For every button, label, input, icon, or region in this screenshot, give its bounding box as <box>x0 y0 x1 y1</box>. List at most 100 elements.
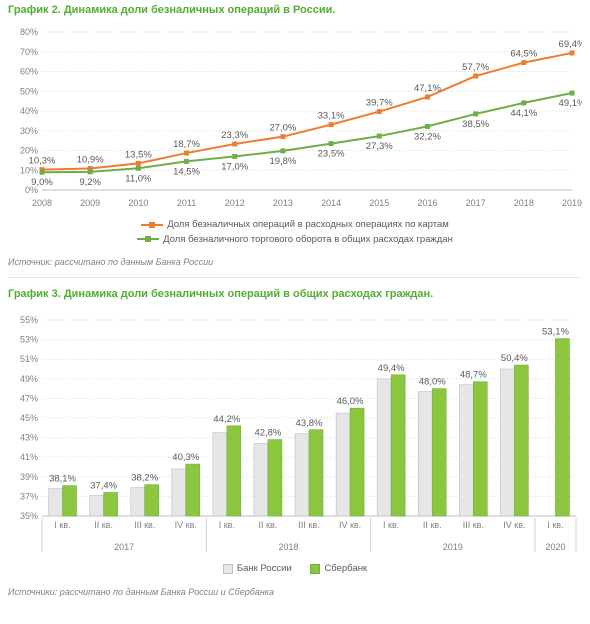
svg-text:11,0%: 11,0% <box>125 173 152 184</box>
svg-text:49,4%: 49,4% <box>378 363 405 374</box>
svg-text:IV кв.: IV кв. <box>175 520 197 530</box>
svg-text:50%: 50% <box>20 86 38 96</box>
svg-text:I кв.: I кв. <box>383 520 399 530</box>
svg-text:60%: 60% <box>20 67 38 77</box>
chart2-legend: Доля безналичных операций в расходных оп… <box>8 212 582 253</box>
svg-text:I кв.: I кв. <box>219 520 235 530</box>
svg-text:80%: 80% <box>20 27 38 37</box>
svg-text:37%: 37% <box>20 491 38 501</box>
chart3-source: Источники: рассчитано по данным Банка Ро… <box>8 587 582 597</box>
svg-text:41%: 41% <box>20 452 38 462</box>
svg-text:44,2%: 44,2% <box>213 414 240 425</box>
svg-text:9,0%: 9,0% <box>31 177 53 188</box>
svg-text:44,1%: 44,1% <box>510 108 537 119</box>
svg-text:37,4%: 37,4% <box>90 480 117 491</box>
svg-text:69,4%: 69,4% <box>559 39 582 50</box>
svg-text:I кв.: I кв. <box>547 520 563 530</box>
svg-text:43,8%: 43,8% <box>296 418 323 429</box>
svg-text:27,0%: 27,0% <box>269 123 296 134</box>
svg-text:53,1%: 53,1% <box>542 327 569 338</box>
svg-text:48,7%: 48,7% <box>460 370 487 381</box>
svg-text:39,7%: 39,7% <box>366 98 393 109</box>
svg-text:2014: 2014 <box>321 198 341 208</box>
svg-text:2018: 2018 <box>514 198 534 208</box>
svg-text:2015: 2015 <box>369 198 389 208</box>
svg-text:47%: 47% <box>20 393 38 403</box>
svg-text:2017: 2017 <box>466 198 486 208</box>
svg-text:38,2%: 38,2% <box>131 473 158 484</box>
svg-text:23,5%: 23,5% <box>318 149 345 160</box>
svg-text:II кв.: II кв. <box>259 520 278 530</box>
svg-text:53%: 53% <box>20 335 38 345</box>
legend-box-sberbank <box>310 564 320 574</box>
svg-text:2018: 2018 <box>278 542 298 552</box>
svg-text:IV кв.: IV кв. <box>503 520 525 530</box>
svg-text:19,8%: 19,8% <box>269 156 296 167</box>
svg-text:40,3%: 40,3% <box>172 452 199 463</box>
svg-text:III кв.: III кв. <box>463 520 484 530</box>
svg-text:III кв.: III кв. <box>134 520 155 530</box>
chart3-title: График 3. Динамика доли безналичных опер… <box>8 288 582 300</box>
svg-text:35%: 35% <box>20 511 38 521</box>
legend-marker-series2 <box>137 234 159 244</box>
svg-text:70%: 70% <box>20 47 38 57</box>
svg-text:14,5%: 14,5% <box>173 166 200 177</box>
legend-marker-series1 <box>141 220 163 230</box>
svg-text:55%: 55% <box>20 315 38 325</box>
svg-text:48,0%: 48,0% <box>419 377 446 388</box>
chart2-area: 0%10%20%30%40%50%60%70%80%20082009201020… <box>8 22 582 212</box>
legend-label-sberbank: Сбербанк <box>324 563 367 574</box>
chart3-legend: Банк России Сбербанк <box>8 556 582 583</box>
svg-text:2020: 2020 <box>545 542 565 552</box>
svg-text:39%: 39% <box>20 472 38 482</box>
chart3-area: 35% 37% 39% 41% 43% 45% 47% 49% 51% 53% 55% 38,1% I … <box>8 306 582 556</box>
svg-text:10%: 10% <box>20 165 38 175</box>
svg-text:9,2%: 9,2% <box>79 177 101 188</box>
svg-text:2009: 2009 <box>80 198 100 208</box>
svg-text:IV кв.: IV кв. <box>339 520 361 530</box>
svg-text:20%: 20% <box>20 146 38 156</box>
svg-text:57,7%: 57,7% <box>462 62 489 73</box>
svg-text:47,1%: 47,1% <box>414 83 441 94</box>
svg-text:II кв.: II кв. <box>423 520 442 530</box>
svg-text:42,8%: 42,8% <box>254 428 281 439</box>
legend-label-series2: Доля безналичного торгового оборота в об… <box>163 234 453 245</box>
svg-text:II кв.: II кв. <box>94 520 113 530</box>
legend-label-series1: Доля безналичных операций в расходных оп… <box>167 219 449 230</box>
svg-text:2012: 2012 <box>225 198 245 208</box>
svg-text:51%: 51% <box>20 354 38 364</box>
svg-text:50,4%: 50,4% <box>501 353 528 364</box>
svg-text:2017: 2017 <box>114 542 134 552</box>
svg-text:17,0%: 17,0% <box>221 161 248 172</box>
svg-text:45%: 45% <box>20 413 38 423</box>
svg-text:49%: 49% <box>20 374 38 384</box>
svg-text:27,3%: 27,3% <box>366 141 393 152</box>
legend-box-bank-russia <box>223 564 233 574</box>
svg-text:46,0%: 46,0% <box>337 396 364 407</box>
svg-text:2008: 2008 <box>32 198 52 208</box>
svg-text:10,3%: 10,3% <box>29 156 56 167</box>
svg-text:18,7%: 18,7% <box>173 139 200 150</box>
svg-text:43%: 43% <box>20 433 38 443</box>
svg-text:2019: 2019 <box>562 198 582 208</box>
svg-text:32,2%: 32,2% <box>414 131 441 142</box>
svg-text:30%: 30% <box>20 126 38 136</box>
svg-text:2016: 2016 <box>417 198 437 208</box>
svg-text:38,5%: 38,5% <box>462 119 489 130</box>
svg-text:64,5%: 64,5% <box>510 49 537 60</box>
chart2-source: Источник: рассчитано по данным Банка Рос… <box>8 257 582 267</box>
svg-text:2010: 2010 <box>128 198 148 208</box>
legend-label-bank-russia: Банк России <box>237 563 292 574</box>
svg-text:III кв.: III кв. <box>298 520 319 530</box>
svg-text:33,1%: 33,1% <box>318 111 345 122</box>
svg-text:40%: 40% <box>20 106 38 116</box>
svg-text:23,3%: 23,3% <box>221 130 248 141</box>
svg-text:38,1%: 38,1% <box>49 474 76 485</box>
chart2-title: График 2. Динамика доли безналичных опер… <box>8 4 582 16</box>
svg-text:2019: 2019 <box>443 542 463 552</box>
svg-text:10,9%: 10,9% <box>77 154 104 165</box>
svg-text:2013: 2013 <box>273 198 293 208</box>
svg-text:I кв.: I кв. <box>54 520 70 530</box>
svg-text:49,1%: 49,1% <box>559 98 582 109</box>
svg-text:13,5%: 13,5% <box>125 149 152 160</box>
